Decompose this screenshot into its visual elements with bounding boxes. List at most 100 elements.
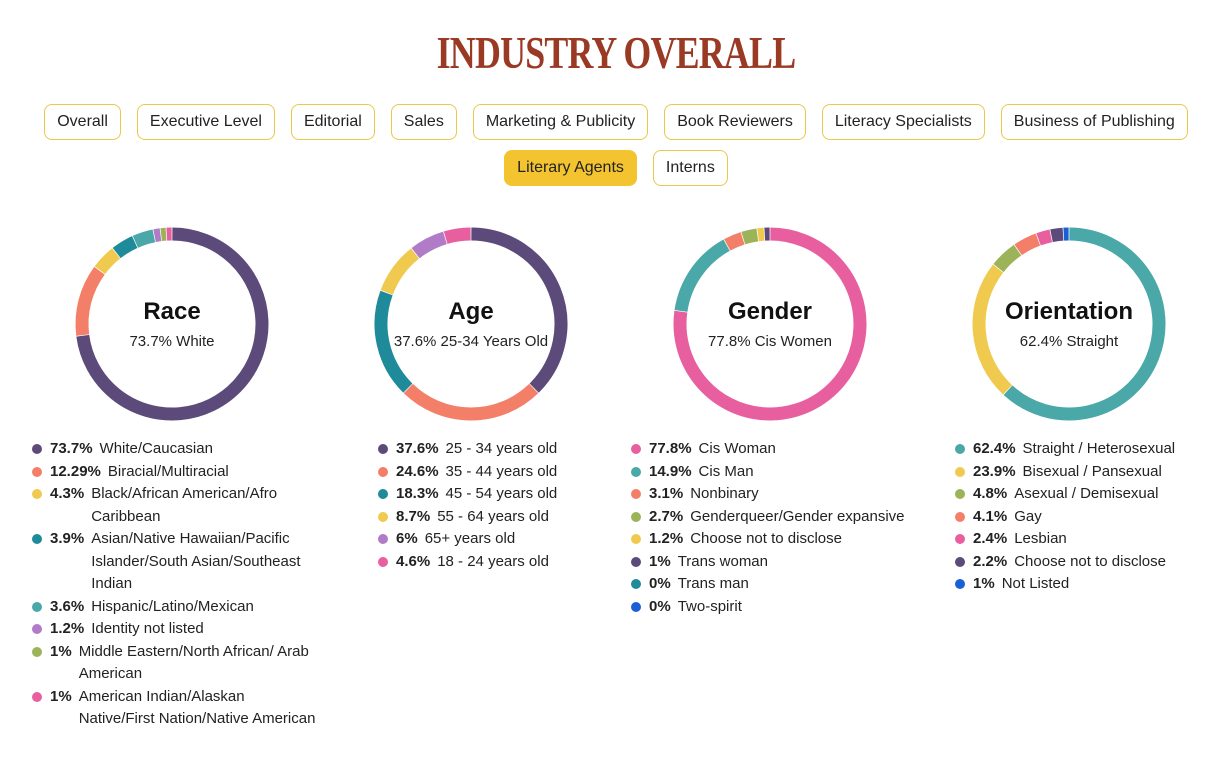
age-slice-55-64-years-old xyxy=(380,248,420,295)
tab-book-reviewers[interactable]: Book Reviewers xyxy=(664,104,806,140)
orientation-legend-label: Straight / Heterosexual xyxy=(1022,440,1176,457)
gender-legend-percent: 0% xyxy=(649,575,671,592)
race-legend: 73.7% White/Caucasian 12.29% Biracial/Multi… xyxy=(32,438,322,731)
orientation-slice-straight-heterosexual xyxy=(1003,227,1166,421)
orientation-legend-percent: 2.4% xyxy=(973,530,1008,547)
orientation-legend-item: 4.8% Asexual / Demisexual xyxy=(955,483,1225,506)
orientation-legend-dot xyxy=(955,444,965,454)
race-legend-percent: 73.7% xyxy=(50,440,93,457)
orientation-legend-label: Gay xyxy=(1014,507,1042,525)
gender-legend-percent: 77.8% xyxy=(649,440,692,457)
orientation-legend-label: Not Listed xyxy=(1001,575,1070,592)
gender-legend-item: 3.1% Nonbinary xyxy=(631,483,911,506)
race-legend-item: 3.6% Hispanic/Latino/Mexican xyxy=(32,596,322,619)
tab-marketing-publicity[interactable]: Marketing & Publicity xyxy=(472,104,649,140)
age-legend-percent: 6% xyxy=(396,530,418,547)
gender-donut-chart xyxy=(673,227,867,421)
orientation-donut-chart xyxy=(972,227,1166,421)
gender-legend-dot xyxy=(631,556,641,567)
race-legend-item: 4.3% Black/African American/Afro Caribbea… xyxy=(32,483,322,528)
orientation-legend-dot xyxy=(955,579,965,589)
gender-slice-cis-woman xyxy=(673,227,867,421)
age-legend-item: 4.6% 18 - 24 years old xyxy=(378,551,618,574)
tab-editorial[interactable]: Editorial xyxy=(290,104,375,140)
gender-legend-percent: 3.1% xyxy=(649,485,684,502)
gender-legend-percent: 1.2% xyxy=(649,530,684,547)
tab-literary-agents[interactable]: Literary Agents xyxy=(504,150,637,186)
gender-legend-item: 14.9% Cis Man xyxy=(631,461,911,484)
tab-literacy-specialists[interactable]: Literacy Specialists xyxy=(821,104,985,140)
race-slice-biracial-multiracial xyxy=(75,266,105,336)
age-legend-percent: 8.7% xyxy=(396,507,431,525)
age-legend-item: 8.7% 55 - 64 years old xyxy=(378,506,618,529)
age-slice-25-34-years-old xyxy=(471,227,568,393)
race-legend-percent: 3.9% xyxy=(50,530,85,547)
age-slice-18-24-years-old xyxy=(443,227,471,244)
gender-legend-label: Choose not to disclose xyxy=(690,530,842,547)
orientation-legend-label: Choose not to disclose xyxy=(1014,552,1166,570)
orientation-legend-percent: 1% xyxy=(973,575,995,592)
orientation-legend-percent: 4.8% xyxy=(973,485,1008,502)
age-legend-item: 37.6% 25 - 34 years old xyxy=(378,438,618,461)
age-legend-item: 18.3% 45 - 54 years old xyxy=(378,483,618,506)
race-legend-label: White/Caucasian xyxy=(99,440,213,457)
age-legend-percent: 24.6% xyxy=(396,462,439,480)
race-legend-percent: 4.3% xyxy=(50,485,85,502)
orientation-legend-dot xyxy=(955,556,965,567)
gender-legend-dot xyxy=(631,601,641,612)
tab-executive-level[interactable]: Executive Level xyxy=(136,104,275,140)
age-legend-dot xyxy=(378,444,388,454)
orientation-legend-dot xyxy=(955,511,965,522)
race-legend-item: 1% American Indian/Alaskan Native/First N… xyxy=(32,686,322,731)
gender-slice-cis-man xyxy=(674,239,730,313)
orientation-legend-label: Bisexual / Pansexual xyxy=(1022,462,1162,480)
age-legend-item: 24.6% 35 - 44 years old xyxy=(378,461,618,484)
race-legend-label: Biracial/Multiracial xyxy=(107,462,229,480)
age-legend-dot xyxy=(378,534,388,544)
age-slice-45-54-years-old xyxy=(374,290,413,393)
gender-legend-dot xyxy=(631,444,641,454)
age-legend-label: 18 - 24 years old xyxy=(437,552,549,570)
orientation-slice-gay xyxy=(1014,233,1041,256)
age-legend-percent: 18.3% xyxy=(396,485,439,502)
tab-overall[interactable]: Overall xyxy=(44,104,121,140)
gender-legend-label: Cis Woman xyxy=(698,440,776,457)
gender-legend-percent: 14.9% xyxy=(649,462,692,480)
age-legend-percent: 4.6% xyxy=(396,552,431,570)
gender-legend-label: Trans man xyxy=(677,575,749,592)
orientation-legend: 62.4% Straight / Heterosexual 23.9% Bisexua… xyxy=(955,438,1225,596)
gender-legend-item: 1.2% Choose not to disclose xyxy=(631,528,911,551)
race-slice-asian-native-hawaiian-pacific-islander-south-asian-southeast-indian xyxy=(112,236,138,259)
orientation-legend-percent: 23.9% xyxy=(973,462,1016,480)
race-legend-label: Asian/Native Hawaiian/Pacific Islander/S… xyxy=(91,530,301,592)
orientation-legend-dot xyxy=(955,466,965,477)
gender-legend-label: Two-spirit xyxy=(677,597,742,615)
gender-legend-dot xyxy=(631,579,641,589)
gender-slice-genderqueer-gender-expansive xyxy=(741,228,759,245)
race-legend-label: Middle Eastern/North African/ Arab Ameri… xyxy=(78,642,309,683)
age-legend-dot xyxy=(378,511,388,522)
gender-chart: Gender 77.8% Cis Women xyxy=(645,224,895,424)
orientation-legend-item: 62.4% Straight / Heterosexual xyxy=(955,438,1225,461)
race-legend-label: Identity not listed xyxy=(91,620,204,637)
tab-sales[interactable]: Sales xyxy=(390,104,457,140)
tab-interns[interactable]: Interns xyxy=(652,150,728,186)
orientation-legend-dot xyxy=(955,534,965,544)
gender-legend-percent: 2.7% xyxy=(649,507,684,525)
age-legend-label: 25 - 34 years old xyxy=(445,440,558,457)
age-chart: Age 37.6% 25-34 Years Old xyxy=(346,224,596,424)
orientation-legend-dot xyxy=(955,489,965,499)
gender-legend-percent: 0% xyxy=(649,597,671,615)
race-slice-hispanic-latino-mexican xyxy=(132,229,156,248)
race-legend-dot xyxy=(32,534,42,544)
race-legend-dot xyxy=(32,466,42,477)
tab-business-of-publishing[interactable]: Business of Publishing xyxy=(1000,104,1188,140)
gender-legend-item: 0% Two-spirit xyxy=(631,596,911,619)
gender-legend-label: Trans woman xyxy=(677,552,768,570)
age-legend-percent: 37.6% xyxy=(396,440,439,457)
gender-legend-label: Nonbinary xyxy=(690,485,759,502)
category-tabs-row-2: Literary Agents Interns xyxy=(0,150,1232,186)
orientation-chart: Orientation 62.4% Straight xyxy=(944,224,1194,424)
race-slice-identity-not-listed xyxy=(153,228,162,243)
gender-legend-label: Cis Man xyxy=(698,462,754,480)
